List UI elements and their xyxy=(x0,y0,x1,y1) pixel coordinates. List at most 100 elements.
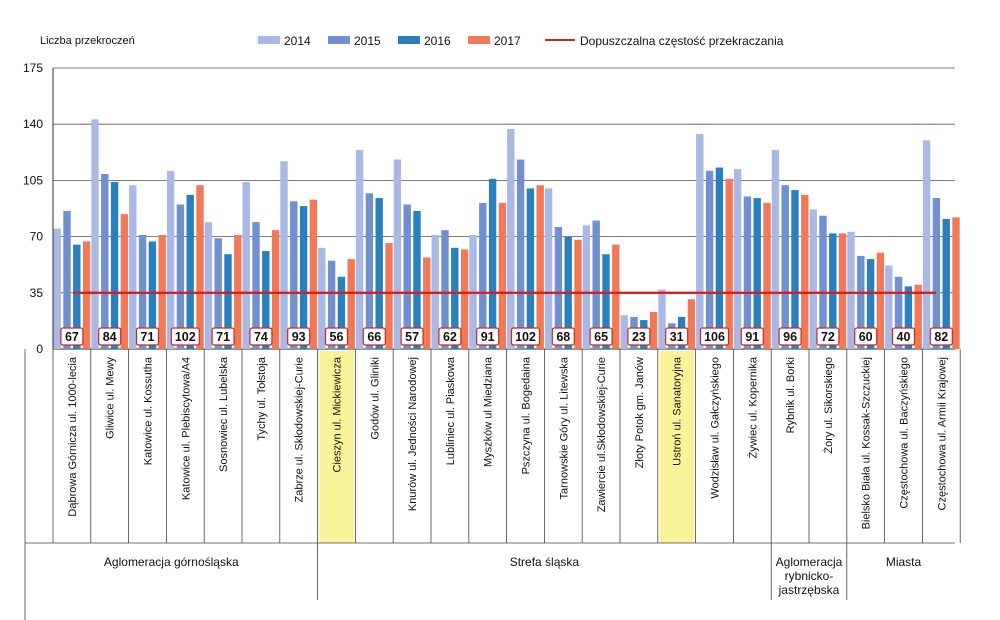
bar-2015-23 xyxy=(932,198,941,349)
bar-2017-5 xyxy=(271,230,280,349)
bar-2014-8 xyxy=(355,149,364,349)
highlight-16 xyxy=(659,351,695,543)
data-label-box-20 xyxy=(816,327,840,346)
bar-2014-2 xyxy=(129,185,137,349)
bar-2017-15 xyxy=(649,312,658,349)
data-label-box-18 xyxy=(740,327,764,346)
bar-2014-21 xyxy=(847,231,855,349)
bar-2014-3 xyxy=(166,170,175,349)
bar-2017-14 xyxy=(612,244,620,349)
y-tick-label: 175 xyxy=(23,61,43,75)
data-label-box-23 xyxy=(929,327,953,346)
bar-2014-23 xyxy=(922,140,931,349)
x-tick-label-7: Cieszyn ul. Mickiewicza xyxy=(332,356,344,472)
bar-2016-6 xyxy=(299,206,308,349)
data-label-3: 102 xyxy=(175,330,196,344)
bar-2017-23 xyxy=(952,217,960,349)
legend-label-reference-line: Dopuszczalna częstość przekraczania xyxy=(580,34,784,48)
legend-label-2017: 2017 xyxy=(494,34,521,48)
data-label-20: 72 xyxy=(821,330,835,344)
bar-2016-9 xyxy=(413,210,421,349)
bar-2017-8 xyxy=(385,243,393,349)
bar-2014-13 xyxy=(544,188,553,349)
data-label-box-2 xyxy=(135,327,160,346)
data-label-9: 57 xyxy=(405,330,419,344)
data-label-10: 62 xyxy=(443,330,457,344)
bar-2017-9 xyxy=(423,257,431,349)
data-label-4: 71 xyxy=(216,330,230,344)
bar-2016-7 xyxy=(337,276,346,349)
bar-2015-13 xyxy=(554,226,563,349)
bar-2017-19 xyxy=(801,194,809,349)
bar-2016-18 xyxy=(753,198,761,349)
bar-2015-12 xyxy=(516,159,525,349)
data-label-box-22 xyxy=(891,327,916,346)
x-tick-label-22: Częstochowa ul. Baczyńskiego xyxy=(899,357,911,509)
data-label-box-17 xyxy=(699,327,730,346)
bar-2015-3 xyxy=(176,204,185,349)
x-tick-label-17: Wodzisław ul. Gałczyńskiego xyxy=(710,357,722,499)
bar-2017-17 xyxy=(725,178,733,349)
legend-swatch-2015 xyxy=(328,36,350,44)
data-label-0: 67 xyxy=(65,330,79,344)
group-label-2-line-2: jastrzębska xyxy=(778,583,840,597)
bar-2015-19 xyxy=(781,185,789,349)
bar-2015-17 xyxy=(705,170,714,349)
bar-2015-18 xyxy=(743,196,752,349)
bar-2016-14 xyxy=(602,254,610,349)
bar-2015-6 xyxy=(290,201,298,349)
x-tick-label-21: Bielsko Biała ul. Kossak-Szczuckiej xyxy=(861,357,873,529)
data-label-7: 56 xyxy=(330,330,344,344)
data-label-11: 91 xyxy=(481,330,495,344)
data-label-22: 40 xyxy=(897,330,911,344)
bar-2016-19 xyxy=(791,190,799,349)
bar-2016-4 xyxy=(224,254,232,349)
bar-2017-22 xyxy=(914,284,922,349)
data-label-17: 106 xyxy=(704,330,725,344)
legend-label-2016: 2016 xyxy=(424,34,451,48)
bar-2014-14 xyxy=(582,225,591,349)
bar-2016-21 xyxy=(866,259,875,349)
y-tick-label: 0 xyxy=(36,342,43,356)
bar-2014-15 xyxy=(620,315,628,349)
data-label-21: 60 xyxy=(859,330,873,344)
bar-2017-1 xyxy=(120,214,129,349)
legend-swatch-2014 xyxy=(258,36,280,44)
y-axis-title: Liczba przekroczeń xyxy=(40,35,135,47)
data-label-box-21 xyxy=(854,327,878,346)
x-tick-label-20: Żory ul. Sikorskiego xyxy=(822,357,835,454)
group-label-2-line-0: Aglomeracja xyxy=(776,555,843,569)
data-label-15: 23 xyxy=(632,330,646,344)
legend-swatch-2017 xyxy=(468,36,490,44)
x-tick-label-23: Częstochowa ul. Armii Krajowej xyxy=(936,357,948,510)
legend-label-2015: 2015 xyxy=(354,34,381,48)
x-tick-label-19: Rybnik ul. Borki xyxy=(785,357,797,433)
x-tick-label-15: Złoty Potok gm. Janów xyxy=(634,357,646,468)
x-tick-label-6: Zabrze ul. Skłodowskiej-Curie xyxy=(294,357,306,503)
data-label-12: 102 xyxy=(515,330,536,344)
x-tick-label-8: Godów ul. Gliniki xyxy=(369,357,381,440)
bar-2016-1 xyxy=(110,182,119,349)
x-tick-label-14: Zawiercie ul.Skłodowskiej-Curie xyxy=(596,357,608,512)
data-label-box-6 xyxy=(287,327,311,346)
bar-2017-6 xyxy=(309,199,318,349)
data-label-box-4 xyxy=(211,327,235,346)
data-label-box-10 xyxy=(438,327,462,346)
bar-2014-0 xyxy=(53,228,61,349)
data-label-box-19 xyxy=(778,327,802,346)
bar-2016-23 xyxy=(942,218,950,349)
bar-2017-3 xyxy=(196,185,204,349)
data-label-box-15 xyxy=(627,327,651,346)
bar-2014-20 xyxy=(809,209,817,349)
group-label-0: Aglomeracja górnośląska xyxy=(104,555,239,569)
x-tick-label-16: Ustroń ul. Sanatoryjna xyxy=(672,356,684,466)
bar-2015-0 xyxy=(63,210,71,349)
x-tick-label-11: Myszków ul Miedziana xyxy=(483,356,495,467)
bar-2015-20 xyxy=(819,215,827,349)
bar-2014-7 xyxy=(318,247,326,349)
x-tick-label-18: Żywiec ul. Kopernika xyxy=(746,356,759,458)
data-label-box-1 xyxy=(98,327,122,346)
bar-2017-16 xyxy=(687,299,696,349)
bar-2016-8 xyxy=(375,198,383,349)
bar-2015-9 xyxy=(403,204,411,349)
